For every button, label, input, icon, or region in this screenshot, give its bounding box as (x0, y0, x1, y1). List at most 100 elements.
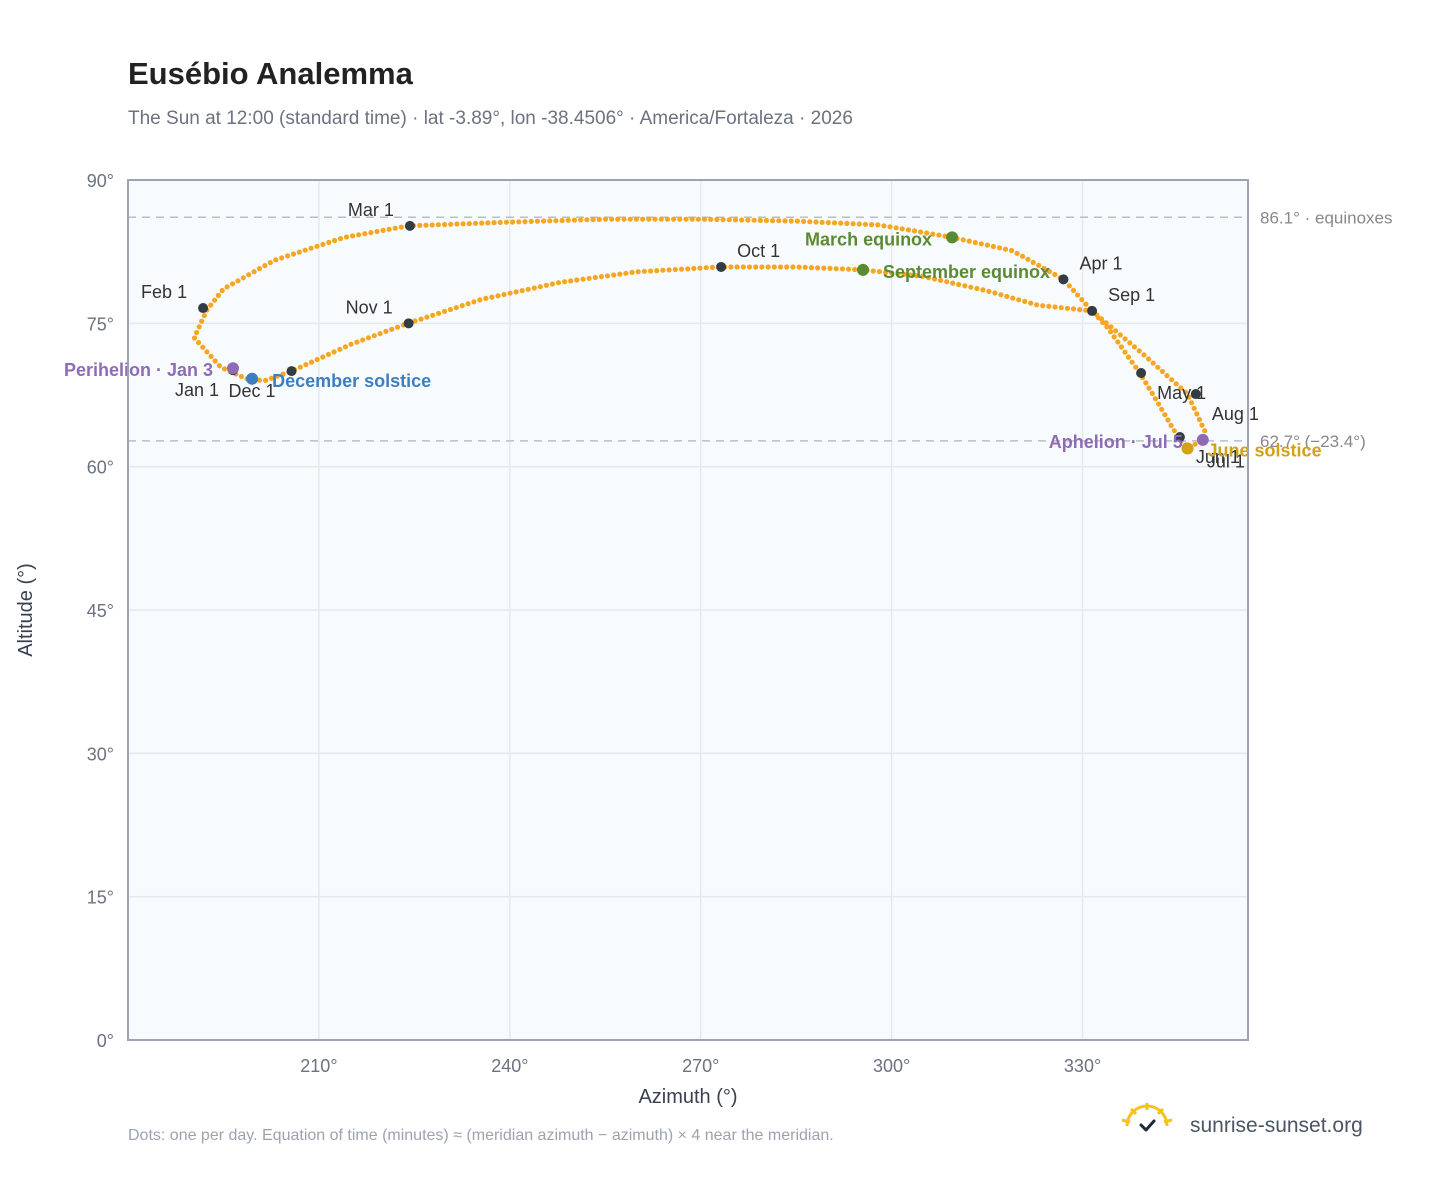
analemma-dot (1100, 319, 1106, 325)
analemma-dot (377, 331, 383, 337)
analemma-dot (531, 285, 537, 291)
analemma-dot (1146, 385, 1152, 391)
analemma-dot (1046, 268, 1052, 275)
analemma-dot (1199, 422, 1205, 428)
analemma-dot (726, 217, 732, 223)
analemma-dot (992, 290, 998, 296)
axis-ticks: 210° 240° 270° 300° 330° 0° 15° 30° 45° 60° 75° 90° (87, 171, 1101, 1076)
month-marker (198, 303, 209, 314)
analemma-dot (215, 292, 221, 298)
event-label: June solstice (1208, 441, 1322, 461)
analemma-dot (256, 377, 262, 383)
analemma-dot (844, 220, 850, 226)
analemma-dot (689, 216, 695, 222)
analemma-dot (807, 219, 813, 225)
reference-line-label: 86.1° · equinoxes (1260, 208, 1393, 227)
analemma-dot (701, 216, 708, 222)
analemma-dot (320, 241, 326, 247)
y-axis-title: Altitude (°) (15, 563, 37, 657)
analemma-dot (1202, 428, 1208, 434)
analemma-dot (784, 264, 790, 270)
analemma-dot (519, 288, 525, 294)
analemma-dot (485, 220, 491, 226)
analemma-dot (703, 265, 709, 271)
analemma-dot (808, 265, 815, 271)
analemma-dot (509, 219, 516, 225)
analemma-dot (196, 340, 202, 346)
analemma-dot (337, 236, 344, 242)
analemma-dot (1066, 283, 1072, 289)
analemma-dot (1171, 428, 1177, 434)
analemma-dot (734, 264, 740, 270)
analemma-dot (273, 257, 279, 263)
analemma-dot (240, 275, 246, 281)
analemma-dot (325, 351, 332, 357)
analemma-dot (262, 263, 268, 269)
analemma-dot (708, 216, 714, 222)
analemma-dot (1122, 349, 1128, 355)
analemma-dot (972, 239, 978, 246)
analemma-dot (549, 281, 556, 287)
analemma-dot (1070, 306, 1077, 312)
analemma-dot (1118, 344, 1124, 350)
analemma-dot (1104, 324, 1110, 330)
analemma-dot (208, 353, 214, 359)
analemma-dot (221, 366, 228, 372)
analemma-dot (913, 273, 919, 279)
analemma-dot (534, 218, 541, 224)
analemma-dot (1191, 405, 1197, 411)
analemma-dot (796, 264, 802, 270)
analemma-dot (1133, 364, 1139, 370)
analemma-dot (640, 216, 646, 222)
event-label: Perihelion · Jan 3 (64, 360, 213, 380)
analemma-dot (559, 217, 565, 224)
y-tick-label: 60° (87, 458, 114, 478)
analemma-dot (1131, 344, 1138, 350)
sun-check-icon (1121, 1103, 1173, 1132)
analemma-dot (191, 335, 198, 341)
month-label: Feb 1 (141, 282, 187, 302)
analemma-dot (1125, 354, 1132, 360)
analemma-dot (441, 308, 448, 314)
month-label: Nov 1 (346, 297, 393, 317)
analemma-dot (460, 221, 466, 227)
analemma-dot (1152, 396, 1158, 402)
analemma-dot (507, 290, 513, 296)
analemma-dot (924, 230, 930, 236)
analemma-dot (980, 287, 986, 293)
analemma-dot (383, 328, 389, 334)
analemma-dot (1165, 417, 1171, 423)
brand-name: sunrise-sunset.org (1190, 1114, 1363, 1137)
analemma-dot (648, 268, 654, 274)
analemma-dot (1196, 416, 1202, 423)
analemma-dot (448, 221, 454, 227)
y-tick-label: 30° (87, 744, 114, 764)
analemma-dot (412, 318, 418, 324)
analemma-dot (267, 260, 273, 266)
analemma-dot (308, 359, 315, 365)
analemma-dot (652, 216, 658, 222)
analemma-dot (714, 216, 720, 223)
analemma-dot (641, 268, 648, 274)
month-marker (1136, 368, 1147, 379)
analemma-dot (395, 324, 401, 330)
analemma-dot (907, 272, 913, 278)
analemma-dot (621, 216, 627, 222)
analemma-dot (925, 275, 932, 281)
analemma-dot (753, 264, 759, 270)
analemma-dot (813, 219, 819, 225)
analemma-dot (201, 313, 207, 319)
analemma-dot (968, 284, 974, 290)
analemma-dot (199, 318, 205, 324)
analemma-dot (477, 297, 483, 303)
analemma-dot (697, 265, 703, 271)
analemma-dot (695, 216, 701, 222)
month-label: Jul 1 (1207, 452, 1245, 472)
analemma-dot (990, 243, 997, 250)
analemma-dot (268, 375, 274, 381)
analemma-dot (337, 346, 343, 352)
event-markers: Perihelion · Jan 3 December solstice March… (64, 229, 1322, 460)
analemma-dot (666, 267, 672, 273)
analemma-dot (290, 251, 297, 257)
